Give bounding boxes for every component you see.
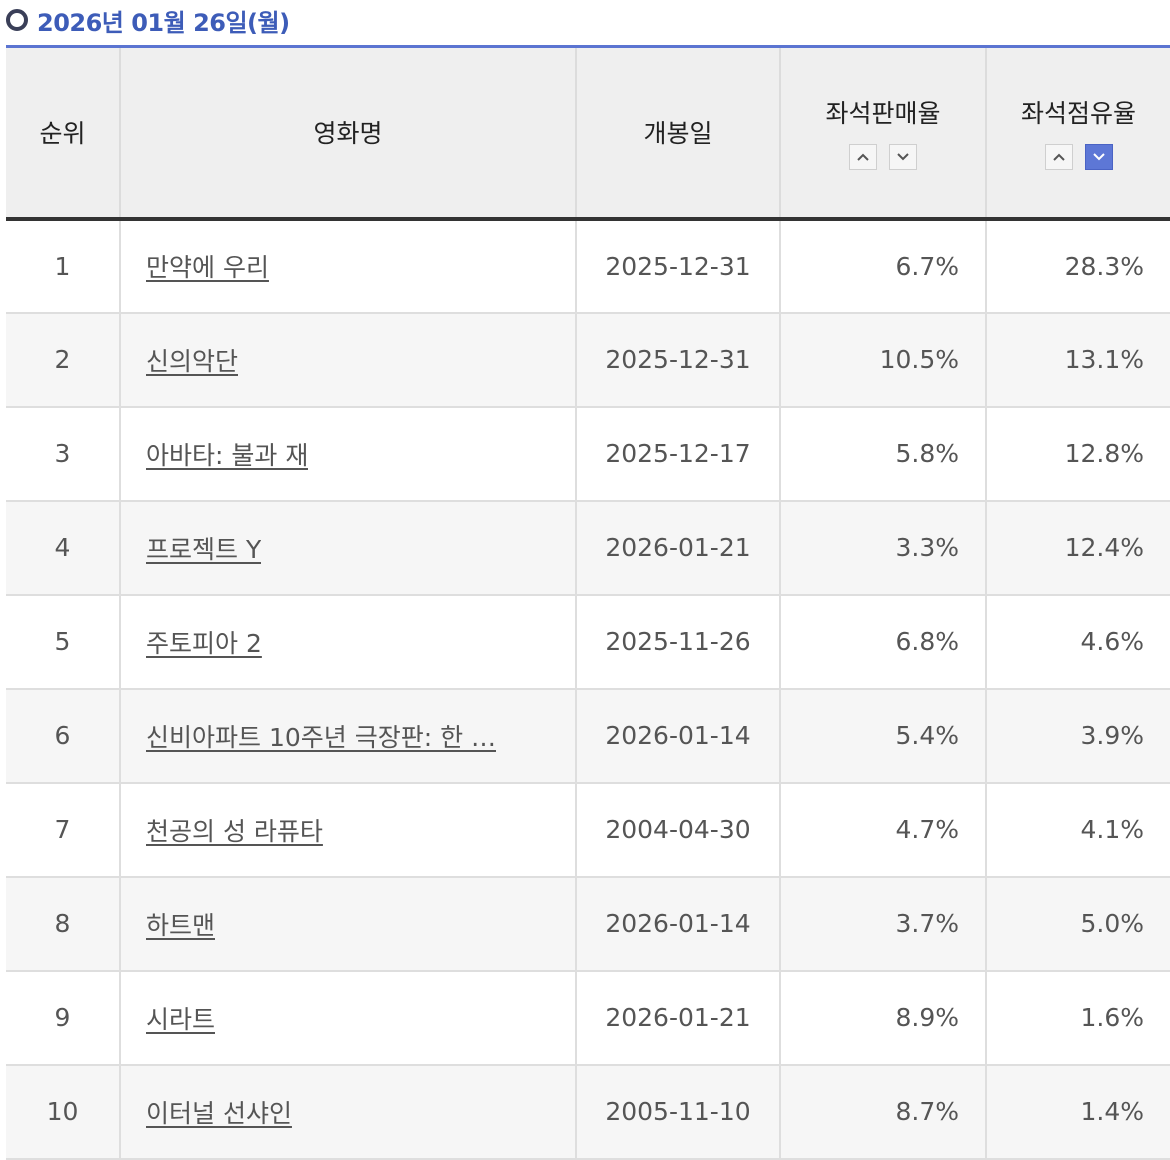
column-header-share-rate-label: 좌석점유율 — [1020, 99, 1136, 129]
release-date-cell: 2026-01-14 — [575, 876, 780, 972]
column-header-sales-rate: 좌석판매율 — [779, 45, 986, 221]
table-row: 7 천공의 성 라퓨타 2004-04-30 4.7% 4.1% — [6, 782, 1170, 878]
release-date-cell: 2025-12-31 — [575, 218, 780, 314]
seat-rate-table: 순위 영화명 개봉일 좌석판매율 — [6, 45, 1170, 1160]
movie-title-link[interactable]: 만약에 우리 — [146, 253, 269, 282]
share-rate-cell: 12.4% — [985, 500, 1170, 596]
release-date-cell: 2004-04-30 — [575, 782, 780, 878]
sales-rate-cell: 6.7% — [779, 218, 986, 314]
rank-cell: 6 — [6, 688, 120, 784]
movie-title-link[interactable]: 하트맨 — [146, 910, 216, 940]
sales-rate-cell: 5.4% — [779, 688, 986, 784]
table-row: 3 아바타: 불과 재 2025-12-17 5.8% 12.8% — [6, 406, 1170, 502]
rank-cell: 7 — [6, 782, 120, 878]
release-date-cell: 2026-01-21 — [575, 500, 780, 596]
sales-rate-cell: 8.9% — [779, 970, 986, 1066]
rank-cell: 9 — [6, 970, 120, 1066]
table-row: 10 이터널 선샤인 2005-11-10 8.7% 1.4% — [6, 1064, 1170, 1160]
movie-title-link[interactable]: 프로젝트 Y — [146, 534, 262, 564]
rank-cell: 4 — [6, 500, 120, 596]
movie-title-link[interactable]: 신비아파트 10주년 극장판: 한 … — [146, 722, 497, 752]
table-row: 6 신비아파트 10주년 극장판: 한 … 2026-01-14 5.4% 3.… — [6, 688, 1170, 784]
release-date-cell: 2026-01-14 — [575, 688, 780, 784]
sales-rate-sort-controls — [781, 144, 985, 171]
sales-rate-cell: 4.7% — [779, 782, 986, 878]
movie-title-link[interactable]: 천공의 성 라퓨타 — [146, 816, 323, 846]
rank-cell: 3 — [6, 406, 120, 502]
chevron-down-icon — [897, 153, 909, 161]
circle-bullet-icon — [6, 9, 28, 31]
title-cell: 신의악단 — [119, 312, 576, 408]
movie-title-link[interactable]: 이터널 선샤인 — [146, 1098, 292, 1128]
release-date-cell: 2026-01-21 — [575, 970, 780, 1066]
title-cell: 아바타: 불과 재 — [119, 406, 576, 502]
share-rate-cell: 28.3% — [985, 218, 1170, 314]
date-heading: 2026년 01월 26일(월) — [6, 4, 290, 37]
column-header-sales-rate-label: 좌석판매율 — [825, 99, 941, 129]
sales-rate-cell: 3.7% — [779, 876, 986, 972]
table-body: 1 만약에 우리 2025-12-31 6.7% 28.3% 2 신의악단 20… — [6, 218, 1170, 1160]
share-rate-cell: 1.6% — [985, 970, 1170, 1066]
sales-rate-sort-asc-button[interactable] — [849, 144, 877, 171]
title-cell: 천공의 성 라퓨타 — [119, 782, 576, 878]
title-cell: 만약에 우리 — [119, 218, 576, 314]
release-date-cell: 2025-11-26 — [575, 594, 780, 690]
table-row: 2 신의악단 2025-12-31 10.5% 13.1% — [6, 312, 1170, 408]
table-row: 8 하트맨 2026-01-14 3.7% 5.0% — [6, 876, 1170, 972]
table-row: 1 만약에 우리 2025-12-31 6.7% 28.3% — [6, 218, 1170, 314]
title-cell: 이터널 선샤인 — [119, 1064, 576, 1160]
chevron-up-icon — [1052, 153, 1065, 161]
sales-rate-cell: 6.8% — [779, 594, 986, 690]
rank-cell: 8 — [6, 876, 120, 972]
movie-title-link[interactable]: 신의악단 — [146, 346, 239, 376]
rank-cell: 10 — [6, 1064, 120, 1160]
release-date-cell: 2005-11-10 — [575, 1064, 780, 1160]
title-cell: 하트맨 — [119, 876, 576, 972]
sales-rate-sort-desc-button[interactable] — [889, 144, 917, 171]
sales-rate-cell: 8.7% — [779, 1064, 986, 1160]
rank-cell: 5 — [6, 594, 120, 690]
rank-cell: 1 — [6, 218, 120, 314]
share-rate-cell: 5.0% — [985, 876, 1170, 972]
table-header: 순위 영화명 개봉일 좌석판매율 — [6, 45, 1170, 221]
column-header-title: 영화명 — [119, 45, 576, 221]
share-rate-cell: 4.6% — [985, 594, 1170, 690]
share-rate-cell: 1.4% — [985, 1064, 1170, 1160]
title-cell: 프로젝트 Y — [119, 500, 576, 596]
column-header-share-rate: 좌석점유율 — [985, 45, 1170, 221]
share-rate-sort-controls — [987, 144, 1170, 171]
column-header-release: 개봉일 — [575, 45, 780, 221]
column-header-rank: 순위 — [6, 45, 120, 221]
share-rate-sort-desc-button[interactable] — [1084, 144, 1113, 171]
table-row: 9 시라트 2026-01-21 8.9% 1.6% — [6, 970, 1170, 1066]
rank-cell: 2 — [6, 312, 120, 408]
share-rate-cell: 13.1% — [985, 312, 1170, 408]
date-heading-text: 2026년 01월 26일(월) — [37, 8, 290, 37]
table-row: 5 주토피아 2 2025-11-26 6.8% 4.6% — [6, 594, 1170, 690]
share-rate-cell: 12.8% — [985, 406, 1170, 502]
sales-rate-cell: 3.3% — [779, 500, 986, 596]
release-date-cell: 2025-12-31 — [575, 312, 780, 408]
title-cell: 주토피아 2 — [119, 594, 576, 690]
sales-rate-cell: 10.5% — [779, 312, 986, 408]
chevron-down-icon — [1092, 153, 1105, 161]
movie-title-link[interactable]: 주토피아 2 — [146, 628, 262, 658]
share-rate-cell: 4.1% — [985, 782, 1170, 878]
share-rate-sort-asc-button[interactable] — [1044, 144, 1073, 171]
table-row: 4 프로젝트 Y 2026-01-21 3.3% 12.4% — [6, 500, 1170, 596]
title-cell: 신비아파트 10주년 극장판: 한 … — [119, 688, 576, 784]
chevron-up-icon — [857, 153, 869, 161]
sales-rate-cell: 5.8% — [779, 406, 986, 502]
share-rate-cell: 3.9% — [985, 688, 1170, 784]
title-cell: 시라트 — [119, 970, 576, 1066]
movie-title-link[interactable]: 시라트 — [146, 1004, 216, 1034]
movie-title-link[interactable]: 아바타: 불과 재 — [146, 440, 309, 470]
release-date-cell: 2025-12-17 — [575, 406, 780, 502]
